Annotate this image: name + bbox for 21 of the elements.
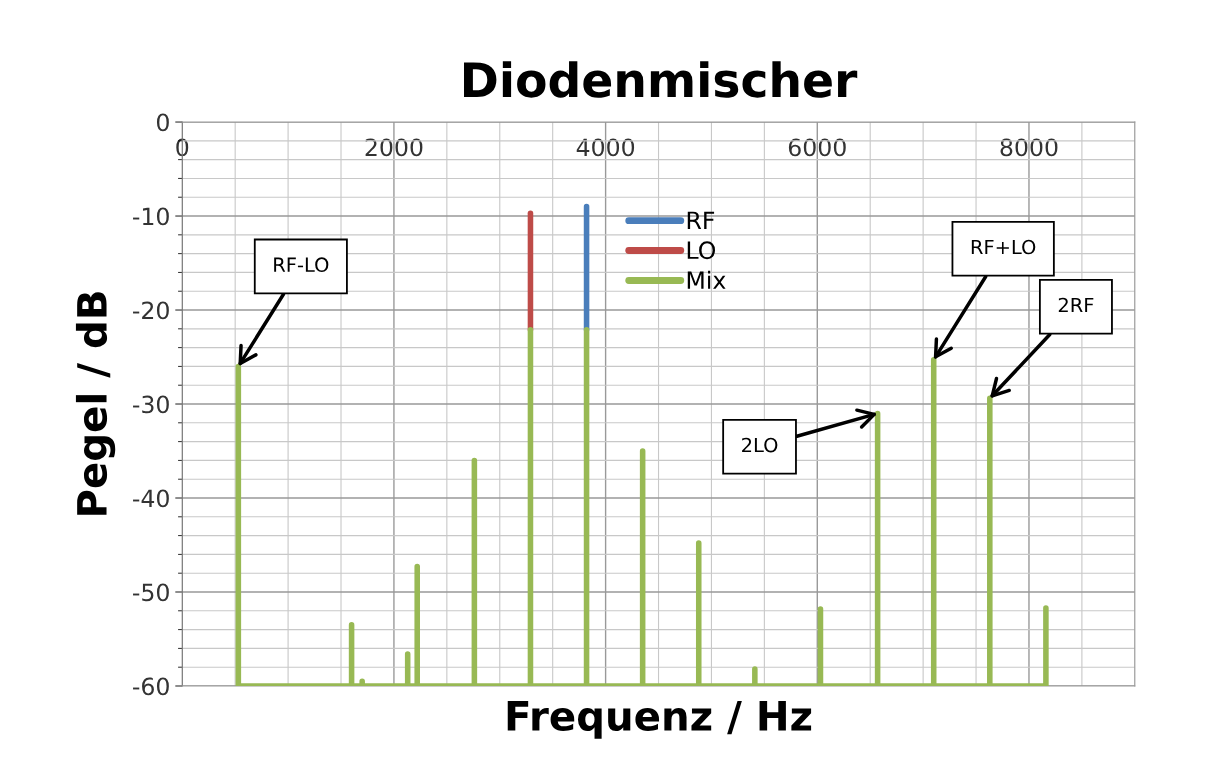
y-tick-label: -20	[133, 301, 169, 320]
x-axis-title: Frequenz / Hz	[507, 701, 812, 739]
annotation: RF+LO	[971, 239, 1036, 255]
y-tick-label: -60	[133, 677, 169, 696]
y-axis-title: Pegel / dB	[75, 292, 116, 515]
legend-label: LO	[687, 241, 716, 260]
annotation: 2RF	[1058, 297, 1094, 313]
y-tick-label: 0	[156, 113, 169, 132]
x-tick-label: 2000	[365, 138, 423, 157]
y-tick-label: -10	[133, 207, 169, 226]
x-tick-label: 8000	[1000, 138, 1058, 157]
x-tick-label: 4000	[576, 138, 635, 157]
y-tick-label: -50	[133, 583, 169, 602]
x-tick-label: 6000	[788, 138, 846, 157]
annotation: RF-LO	[274, 257, 329, 273]
legend-label: RF	[687, 211, 715, 229]
annotation: 2LO	[742, 437, 778, 453]
y-tick-label: -40	[133, 489, 169, 508]
chart-title: Diodenmischer	[464, 61, 858, 98]
y-tick-label: -30	[133, 395, 169, 414]
legend-label: Mix	[687, 270, 726, 289]
